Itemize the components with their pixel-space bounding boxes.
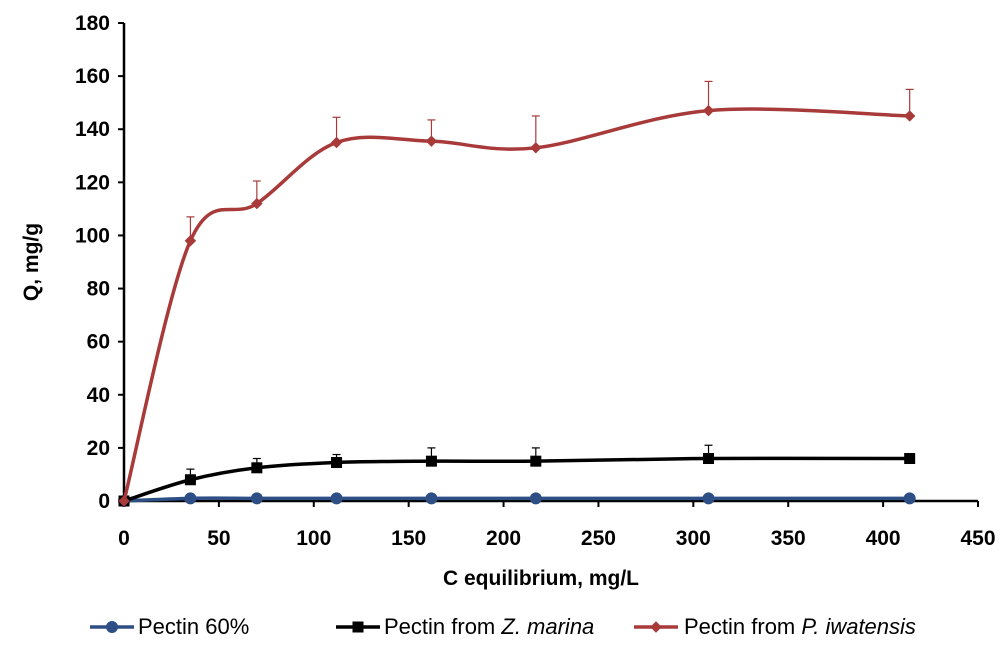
series-3 — [118, 80, 916, 507]
legend-marker — [650, 621, 662, 633]
x-tick-label: 300 — [676, 527, 711, 550]
legend-item-1: Pectin 60% — [90, 614, 249, 639]
data-point — [529, 492, 542, 505]
legend-label: Pectin 60% — [138, 614, 249, 639]
y-tick-label: 160 — [75, 65, 110, 88]
legend-label-part: Pectin from — [384, 614, 501, 639]
y-tick-label: 120 — [75, 171, 110, 194]
x-axis-title: C equilibrium, mg/L — [443, 567, 639, 590]
data-point — [702, 104, 715, 117]
legend-label-part: Pectin 60% — [138, 614, 249, 639]
series-1 — [118, 492, 916, 507]
data-point — [251, 462, 263, 474]
legend: Pectin 60% Pectin from Z. marina Pectin fr… — [90, 614, 916, 639]
legend-label-part: Z. marina — [500, 614, 594, 639]
data-point — [250, 492, 263, 505]
y-tick-label: 80 — [87, 278, 110, 301]
y-tick-label: 60 — [87, 331, 110, 354]
x-tick-label: 0 — [118, 527, 130, 550]
y-tick-label: 40 — [87, 384, 110, 407]
data-point — [251, 197, 263, 210]
data-point — [330, 492, 343, 505]
data-point — [331, 456, 343, 468]
x-tick-label: 50 — [207, 527, 230, 550]
legend-item-2: Pectin from Z. marina — [336, 614, 594, 639]
x-tick-label: 350 — [771, 527, 806, 550]
x-tick-label: 200 — [486, 527, 521, 550]
data-point — [425, 455, 437, 467]
x-tick-label: 100 — [296, 527, 331, 550]
y-axis-title: Q, mg/g — [20, 223, 43, 301]
data-point — [184, 492, 197, 505]
x-tick-label: 400 — [866, 527, 901, 550]
series-layer — [118, 80, 916, 507]
legend-marker — [106, 621, 118, 633]
legend-label-part: P. iwatensis — [801, 614, 916, 639]
y-tick-label: 180 — [75, 12, 110, 35]
series-line — [122, 107, 912, 503]
x-tick-label: 450 — [960, 527, 995, 550]
legend-label: Pectin from Z. marina — [384, 614, 594, 639]
data-point — [903, 110, 916, 122]
x-tick-label: 150 — [391, 527, 426, 550]
y-tick-label: 100 — [75, 224, 110, 247]
tick-labels: 0 20 40 60 80 100 120 140 160 180 0 50 100 150 200 250 3… — [75, 12, 996, 550]
legend-item-3: Pectin from P. iwatensis — [634, 614, 916, 639]
series-line — [122, 456, 912, 503]
data-point — [184, 235, 197, 247]
data-point — [118, 495, 130, 507]
y-tick-label: 0 — [98, 490, 110, 513]
data-point — [903, 492, 916, 505]
y-tick-label: 140 — [75, 118, 110, 141]
axes — [118, 22, 979, 507]
legend-label: Pectin from P. iwatensis — [684, 614, 916, 639]
y-tick-label: 20 — [87, 437, 110, 460]
legend-marker — [352, 621, 364, 633]
data-point — [904, 453, 916, 465]
legend-label-part: Pectin from — [684, 614, 801, 639]
data-point — [425, 135, 438, 147]
data-point — [425, 492, 438, 505]
data-point — [184, 474, 196, 486]
data-point — [702, 492, 715, 505]
data-point — [530, 455, 542, 467]
data-point — [703, 453, 715, 465]
x-tick-label: 250 — [581, 527, 616, 550]
data-point — [530, 142, 542, 154]
data-point — [330, 136, 343, 149]
